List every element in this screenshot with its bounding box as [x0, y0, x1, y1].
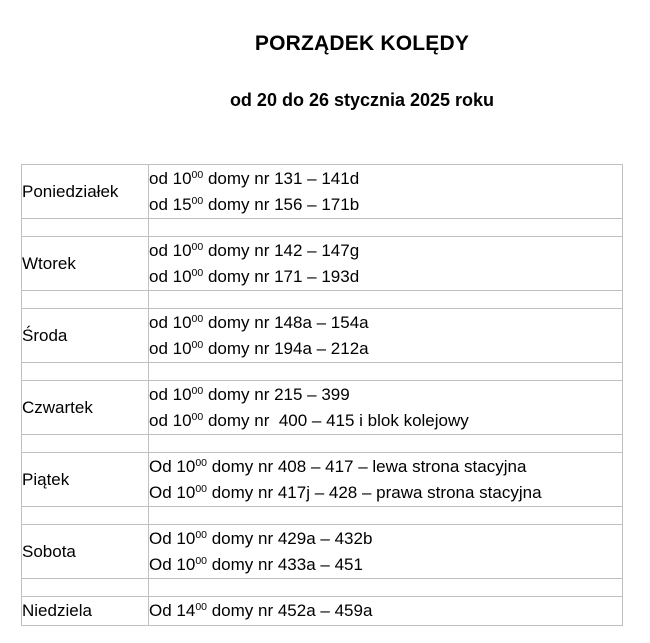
superscript-minutes: 00 [195, 456, 207, 469]
superscript-minutes: 00 [191, 240, 204, 253]
schedule-line: od 1000 domy nr 131 – 141d [149, 166, 622, 192]
schedule-line: Od 1000 domy nr 429a – 432b [149, 526, 622, 552]
table-row-wednesday: Środa od 1000 domy nr 148a – 154a od 100… [21, 308, 623, 363]
separator-cell [21, 434, 149, 453]
day-cell: Piątek [21, 452, 149, 507]
schedule-line: od 1000 domy nr 215 – 399 [149, 382, 622, 408]
house-range-text: domy nr 131 – 141d [203, 168, 360, 188]
house-range-text: domy nr 417j – 428 – prawa strona stacyj… [207, 482, 542, 502]
schedule-line: Od 1000 domy nr 433a – 451 [149, 552, 622, 578]
schedule-cell: od 1000 domy nr 131 – 141d od 1500 domy … [148, 164, 623, 219]
house-range-text: domy nr 452a – 459a [207, 601, 373, 620]
separator-row [21, 362, 623, 381]
superscript-minutes: 00 [191, 168, 204, 181]
time-prefix: od 10 [149, 240, 192, 260]
schedule-cell: od 1000 domy nr 148a – 154a od 1000 domy… [148, 308, 623, 363]
day-cell: Sobota [21, 524, 149, 579]
schedule-line: od 1500 domy nr 156 – 171b [149, 192, 622, 218]
kolenda-schedule-table: Poniedziałek od 1000 domy nr 131 – 141d … [21, 164, 623, 626]
table-row-thursday: Czwartek od 1000 domy nr 215 – 399 od 10… [21, 380, 623, 435]
schedule-line: Od 1000 domy nr 417j – 428 – prawa stron… [149, 480, 622, 506]
house-range-text: domy nr 429a – 432b [207, 528, 373, 548]
table-row-tuesday: Wtorek od 1000 domy nr 142 – 147g od 100… [21, 236, 623, 291]
schedule-line: od 1000 domy nr 194a – 212a [149, 336, 622, 362]
page-subtitle: od 20 do 26 stycznia 2025 roku [229, 90, 495, 110]
separator-cell [148, 218, 623, 237]
day-cell: Niedziela [21, 596, 149, 626]
separator-cell [21, 218, 149, 237]
house-range-text: domy nr 156 – 171b [203, 194, 360, 214]
separator-row [21, 290, 623, 309]
house-range-text: domy nr 408 – 417 – lewa strona stacyjna [207, 456, 527, 476]
superscript-minutes: 00 [191, 194, 204, 207]
superscript-minutes: 00 [195, 528, 207, 541]
time-prefix: Od 10 [149, 528, 196, 548]
schedule-cell: Od 1000 domy nr 408 – 417 – lewa strona … [148, 452, 623, 507]
day-cell: Środa [21, 308, 149, 363]
schedule-cell: Od 1000 domy nr 429a – 432b Od 1000 domy… [148, 524, 623, 579]
separator-cell [148, 434, 623, 453]
time-prefix: Od 10 [149, 554, 196, 574]
separator-row [21, 434, 623, 453]
separator-row [21, 218, 623, 237]
house-range-text: domy nr 433a – 451 [207, 554, 363, 574]
schedule-cell: od 1000 domy nr 142 – 147g od 1000 domy … [148, 236, 623, 291]
separator-row [21, 578, 623, 597]
separator-cell [148, 362, 623, 381]
house-range-text: domy nr 142 – 147g [203, 240, 360, 260]
schedule-cell: Od 1400 domy nr 452a – 459a [148, 596, 623, 626]
separator-cell [148, 578, 623, 597]
separator-cell [21, 290, 149, 309]
day-cell: Poniedziałek [21, 164, 149, 219]
schedule-cell: od 1000 domy nr 215 – 399 od 1000 domy n… [148, 380, 623, 435]
time-prefix: od 10 [149, 384, 192, 404]
table-row-sunday: Niedziela Od 1400 domy nr 452a – 459a [21, 596, 623, 626]
schedule-line: od 1000 domy nr 142 – 147g [149, 238, 622, 264]
time-prefix: Od 10 [149, 456, 196, 476]
separator-row [21, 506, 623, 525]
schedule-line: Od 1000 domy nr 408 – 417 – lewa strona … [149, 454, 622, 480]
day-cell: Czwartek [21, 380, 149, 435]
time-prefix: od 10 [149, 266, 192, 286]
time-prefix: Od 14 [149, 601, 196, 620]
day-cell: Wtorek [21, 236, 149, 291]
superscript-minutes: 00 [195, 554, 207, 567]
house-range-text: domy nr 194a – 212a [203, 338, 369, 358]
page-title: PORZĄDEK KOLĘDY [254, 32, 470, 55]
separator-cell [148, 290, 623, 309]
time-prefix: od 10 [149, 410, 192, 430]
time-prefix: od 15 [149, 194, 192, 214]
separator-cell [21, 506, 149, 525]
schedule-line: od 1000 domy nr 171 – 193d [149, 264, 622, 290]
superscript-minutes: 00 [191, 384, 204, 397]
separator-cell [21, 362, 149, 381]
separator-cell [21, 578, 149, 597]
superscript-minutes: 00 [195, 482, 207, 495]
house-range-text: domy nr 148a – 154a [203, 312, 369, 332]
superscript-minutes: 00 [191, 312, 204, 325]
schedule-line: Od 1400 domy nr 452a – 459a [149, 598, 622, 624]
schedule-line: od 1000 domy nr 400 – 415 i blok kolejow… [149, 408, 622, 434]
superscript-minutes: 00 [195, 601, 207, 613]
superscript-minutes: 00 [191, 266, 204, 279]
time-prefix: od 10 [149, 168, 192, 188]
superscript-minutes: 00 [191, 410, 204, 423]
table-row-friday: Piątek Od 1000 domy nr 408 – 417 – lewa … [21, 452, 623, 507]
house-range-text: domy nr 400 – 415 i blok kolejowy [203, 410, 469, 430]
document-headings: PORZĄDEK KOLĘDY od 20 do 26 stycznia 202… [37, 0, 650, 111]
table-row-monday: Poniedziałek od 1000 domy nr 131 – 141d … [21, 164, 623, 219]
time-prefix: od 10 [149, 312, 192, 332]
time-prefix: od 10 [149, 338, 192, 358]
house-range-text: domy nr 215 – 399 [203, 384, 350, 404]
separator-cell [148, 506, 623, 525]
schedule-line: od 1000 domy nr 148a – 154a [149, 310, 622, 336]
house-range-text: domy nr 171 – 193d [203, 266, 360, 286]
time-prefix: Od 10 [149, 482, 196, 502]
superscript-minutes: 00 [191, 338, 204, 351]
table-row-saturday: Sobota Od 1000 domy nr 429a – 432b Od 10… [21, 524, 623, 579]
